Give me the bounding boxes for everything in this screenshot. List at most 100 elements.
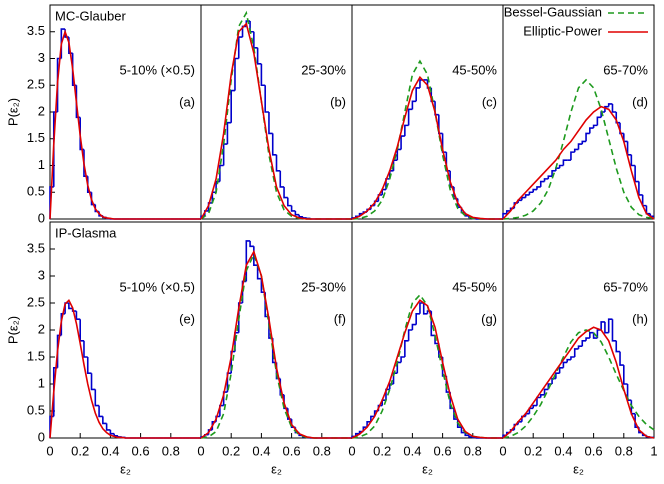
histogram-bin xyxy=(581,340,587,347)
histogram-bin xyxy=(604,105,609,112)
histogram-bin xyxy=(86,357,92,374)
histogram-bin xyxy=(422,303,428,315)
histogram-bin xyxy=(536,186,541,190)
annotation: (b) xyxy=(330,94,346,109)
y-tick-label: 3.5 xyxy=(27,23,45,38)
histogram-bin xyxy=(562,361,568,368)
annotation: 25-30% xyxy=(301,62,346,77)
histogram-bin xyxy=(539,394,545,398)
histogram-bin xyxy=(415,87,420,102)
histogram-bin xyxy=(400,356,405,363)
x-tick-label: 0 xyxy=(348,443,355,458)
fit-curve xyxy=(502,329,655,439)
histogram-bin xyxy=(623,365,628,385)
histogram-bin xyxy=(641,194,647,207)
x-tick-label: 0.6 xyxy=(585,443,603,458)
histogram-bin xyxy=(256,47,262,65)
histogram-bin xyxy=(388,383,394,390)
annotation: 65-70% xyxy=(603,62,648,77)
histogram-bin xyxy=(256,265,262,280)
panel-frame xyxy=(49,221,202,439)
histogram-bin xyxy=(600,321,605,330)
y-tick-label: 1.5 xyxy=(27,348,45,363)
histogram-bin xyxy=(566,358,571,363)
y-tick-label: 2.5 xyxy=(27,77,45,92)
y-tick-label: 1 xyxy=(38,375,45,390)
y-tick-label: 2 xyxy=(38,321,45,336)
histogram-bin xyxy=(630,154,636,167)
histogram-bin xyxy=(249,240,254,248)
fit-curve xyxy=(351,75,503,220)
histogram-bin xyxy=(521,415,526,422)
panel-label: IP-Glasma xyxy=(55,225,117,240)
histogram-bin xyxy=(555,372,560,379)
histogram-bin xyxy=(264,85,269,113)
histogram-bin xyxy=(241,25,247,38)
x-tick-label: 1 xyxy=(650,443,657,458)
annotation: (h) xyxy=(632,311,648,326)
fit-curve xyxy=(49,298,201,439)
histogram-bin xyxy=(505,210,511,214)
fit-curve xyxy=(200,249,352,439)
y-axis-label: P(ε₂) xyxy=(5,316,20,344)
annotation: 5-10% (×0.5) xyxy=(119,62,195,77)
histogram-bin xyxy=(105,423,111,431)
fit-curve xyxy=(502,326,655,439)
panel-frame xyxy=(351,221,504,439)
histogram-bin xyxy=(585,337,590,341)
annotation: 45-50% xyxy=(452,62,497,77)
histogram-bin xyxy=(596,116,602,126)
annotation: (f) xyxy=(334,311,346,326)
histogram-bin xyxy=(543,178,549,182)
histogram-bin xyxy=(585,132,590,142)
x-tick-label: 0.2 xyxy=(524,443,542,458)
histogram-bin xyxy=(68,303,73,310)
histogram-bin xyxy=(411,100,417,110)
x-axis-label: ε₂ xyxy=(120,461,131,476)
x-tick-label: 0.4 xyxy=(101,443,119,458)
histogram-bin xyxy=(445,152,451,172)
histogram-bin xyxy=(558,367,564,374)
histogram-bin xyxy=(592,332,598,339)
x-tick-label: 0.4 xyxy=(252,443,270,458)
histogram-bin xyxy=(113,433,118,437)
histogram-bin xyxy=(502,212,507,219)
x-tick-label: 0.2 xyxy=(71,443,89,458)
annotation: (g) xyxy=(481,311,497,326)
histogram-bin xyxy=(524,194,530,198)
histogram-bin xyxy=(453,408,458,420)
histogram-bin xyxy=(109,429,115,435)
histogram-bin xyxy=(528,191,534,195)
panel-frame xyxy=(49,4,202,220)
histogram-bin xyxy=(275,154,281,172)
histogram-bin xyxy=(573,148,579,153)
x-tick-label: 0.8 xyxy=(162,443,180,458)
histogram-bin xyxy=(604,321,609,334)
fit-curve xyxy=(502,105,655,220)
fit-curve xyxy=(49,29,201,220)
histogram-bin xyxy=(268,112,273,135)
panel-frame xyxy=(502,221,655,439)
histogram-bin xyxy=(607,103,613,107)
histogram-bin xyxy=(404,340,409,357)
x-tick-label: 0.8 xyxy=(464,443,482,458)
histogram-bin xyxy=(411,323,417,330)
histogram-bin xyxy=(551,170,556,177)
y-tick-label: 0 xyxy=(38,210,45,225)
fit-curve xyxy=(351,299,503,439)
histogram-bin xyxy=(392,159,398,171)
histogram-bin xyxy=(464,432,470,437)
histogram-bin xyxy=(645,205,651,215)
histogram-bin xyxy=(60,313,66,336)
histogram-bin xyxy=(290,205,296,212)
annotation: 5-10% (×0.5) xyxy=(119,279,195,294)
x-tick-label: 0.6 xyxy=(434,443,452,458)
histogram-bin xyxy=(543,388,549,395)
x-axis-label: ε₂ xyxy=(271,461,282,476)
y-tick-label: 2.5 xyxy=(27,294,45,309)
histogram-bin xyxy=(468,435,473,438)
histogram-bin xyxy=(577,143,583,150)
histogram-bin xyxy=(90,373,96,391)
x-tick-label: 0.8 xyxy=(615,443,633,458)
y-axis-label: P(ε₂) xyxy=(5,98,20,126)
